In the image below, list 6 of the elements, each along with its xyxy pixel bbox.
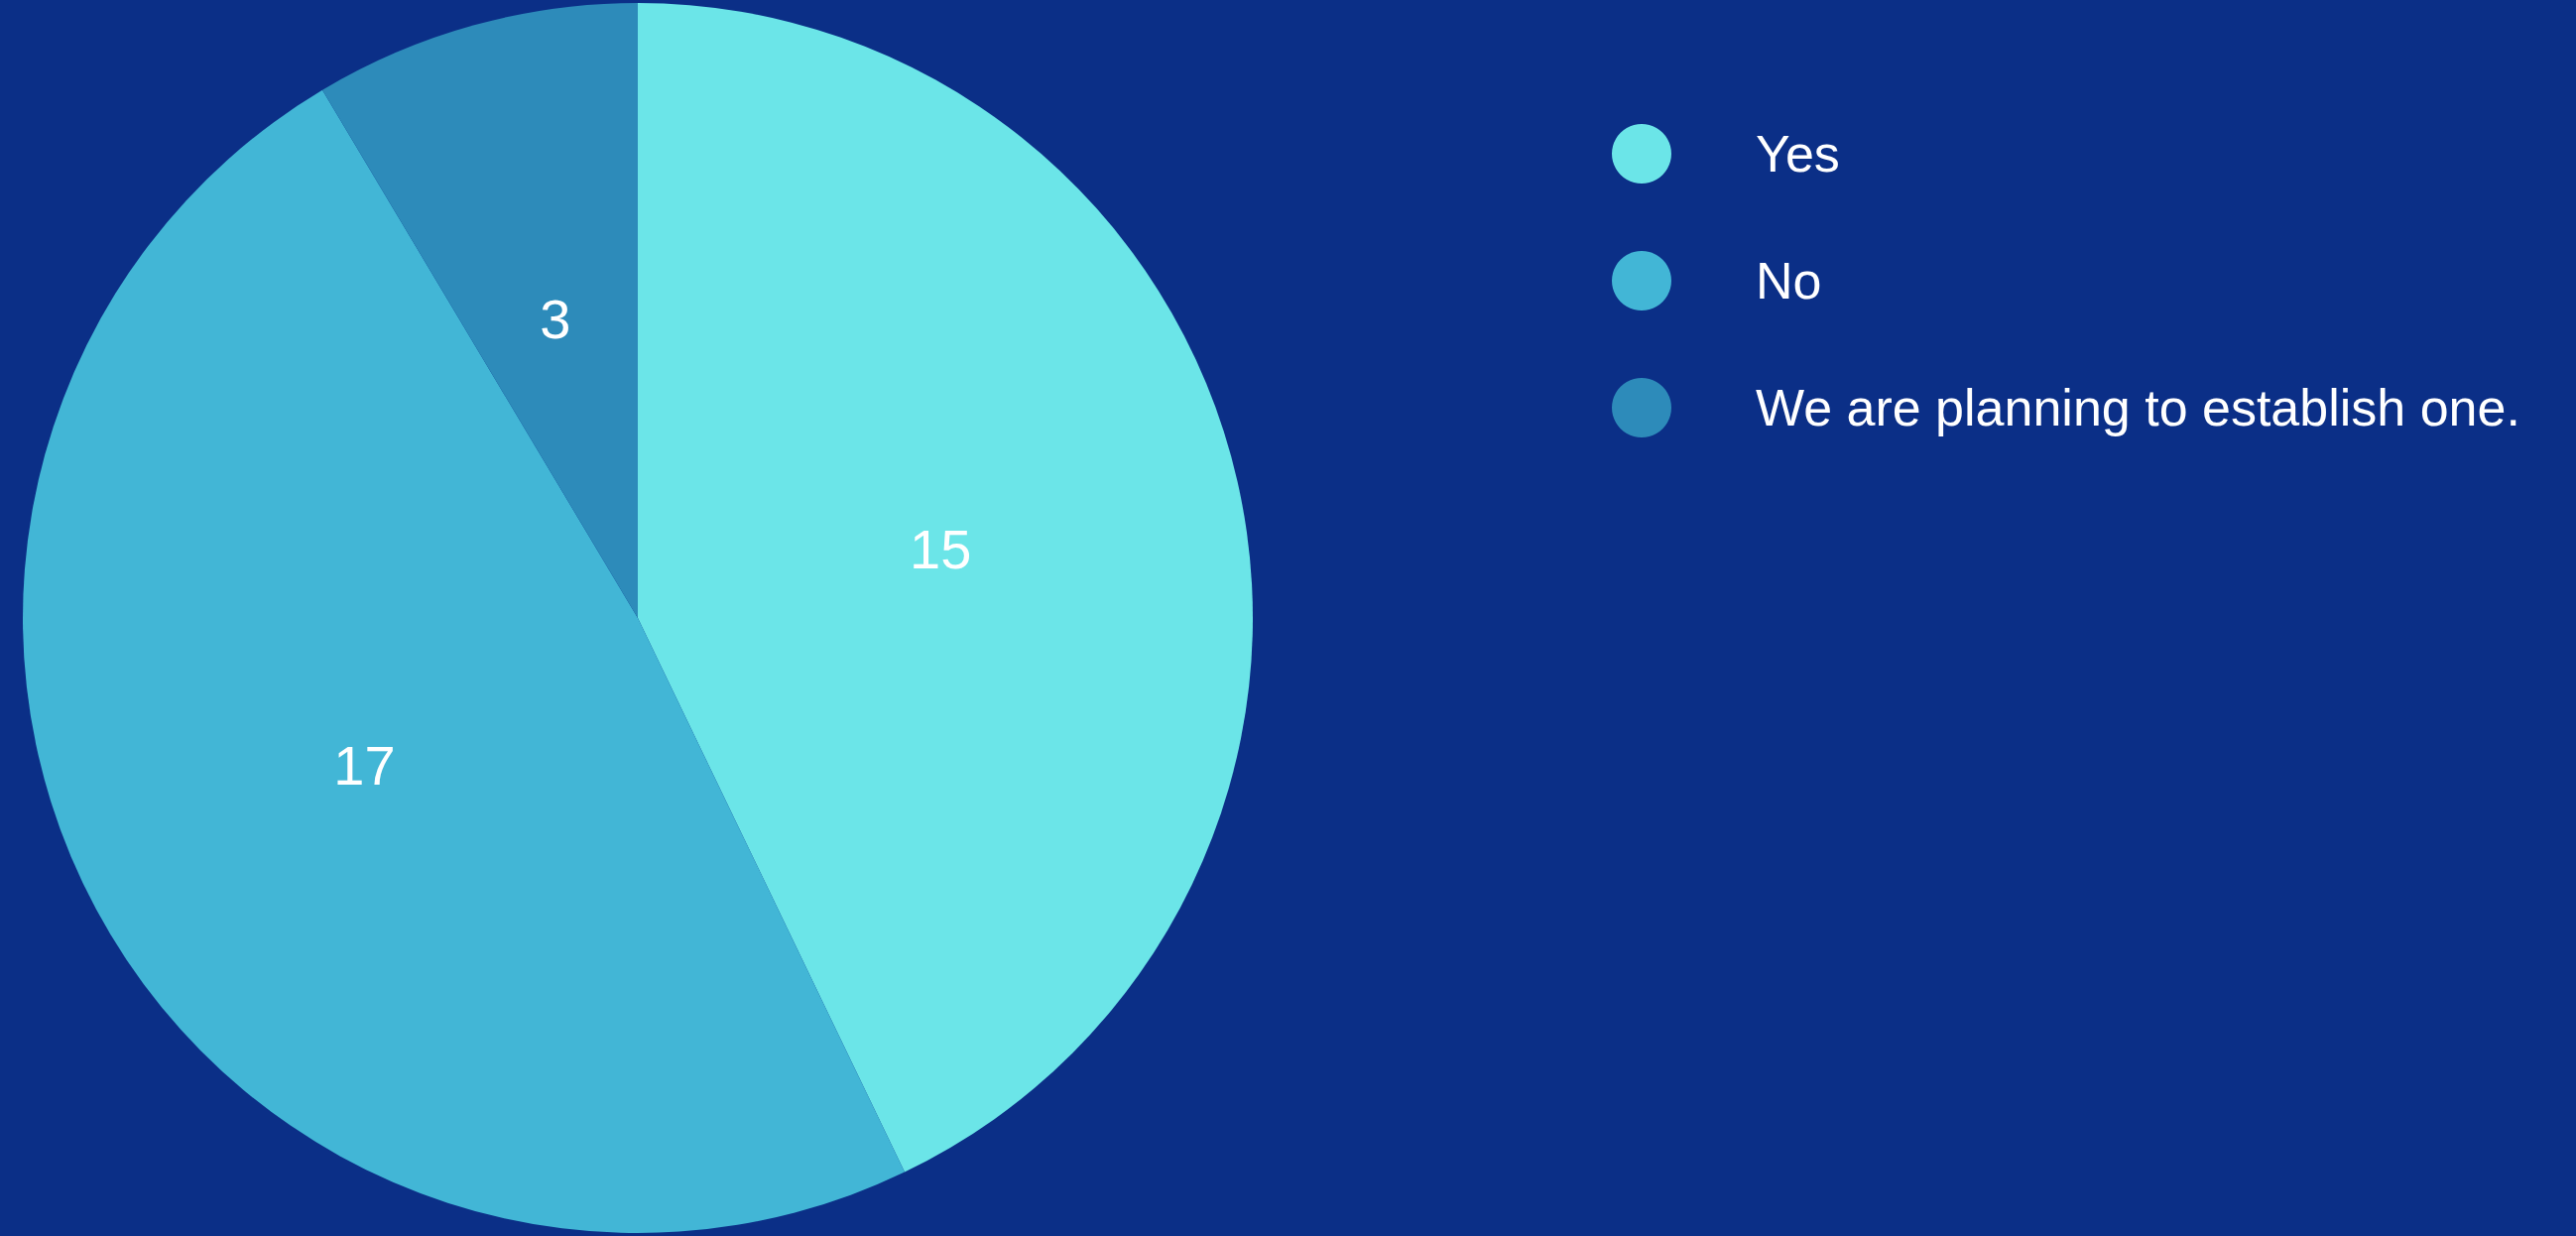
data-label: 3 xyxy=(540,287,571,350)
legend-label: We are planning to establish one. xyxy=(1756,379,2520,436)
legend-label: No xyxy=(1756,252,1822,309)
data-label: 17 xyxy=(333,733,396,797)
legend-label: Yes xyxy=(1756,125,1840,183)
data-label: 15 xyxy=(910,517,972,580)
